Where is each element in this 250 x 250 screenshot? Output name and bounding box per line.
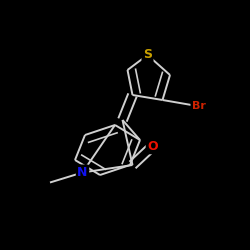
Text: O: O: [147, 140, 158, 153]
Text: Br: Br: [192, 101, 206, 111]
Text: N: N: [77, 166, 88, 179]
Text: S: S: [143, 48, 152, 62]
